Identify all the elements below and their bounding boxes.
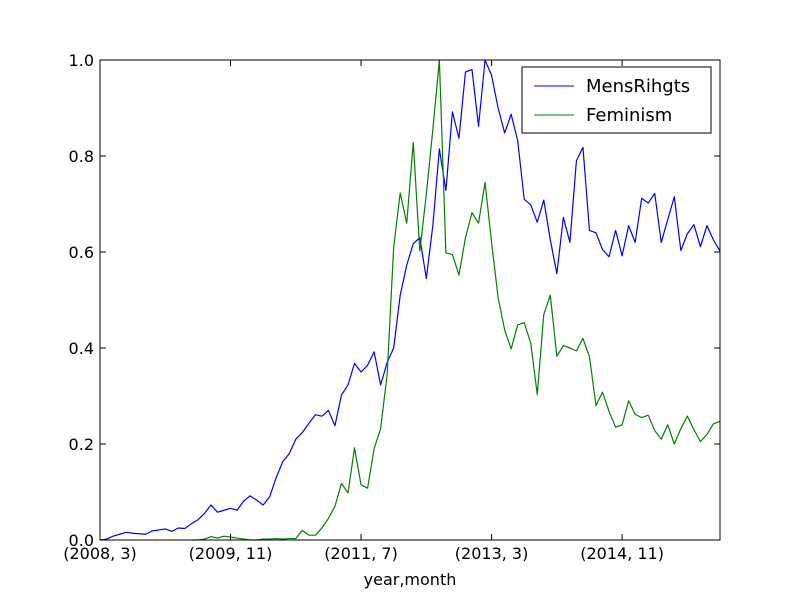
x-tick-label: (2013, 3) bbox=[455, 544, 529, 563]
y-axis: 0.0 0.2 0.4 0.6 0.8 1.0 bbox=[69, 51, 720, 550]
plot-frame bbox=[99, 59, 721, 541]
y-tick-label: 0.8 bbox=[69, 147, 94, 166]
y-tick-label: 0.4 bbox=[69, 339, 94, 358]
legend: MensRihgts Feminism bbox=[521, 66, 712, 134]
series-line-mensrihgts bbox=[99, 59, 721, 541]
x-axis: (2008, 3) (2009, 11) (2011, 7) (2013, 3) (20… bbox=[63, 60, 664, 563]
x-axis-label: year,month bbox=[364, 570, 457, 589]
x-tick-label: (2008, 3) bbox=[63, 544, 137, 563]
legend-box bbox=[521, 66, 712, 134]
x-tick-label: (2009, 11) bbox=[189, 544, 273, 563]
y-tick-label: 0.2 bbox=[69, 435, 94, 454]
series-layer bbox=[99, 59, 721, 541]
legend-label-feminism: Feminism bbox=[586, 105, 672, 126]
x-tick-label: (2011, 7) bbox=[324, 544, 398, 563]
y-tick-label: 0.0 bbox=[69, 531, 94, 550]
y-tick-label: 0.6 bbox=[69, 243, 94, 262]
x-tick-label: (2014, 11) bbox=[580, 544, 664, 563]
series-line-feminism bbox=[191, 59, 721, 541]
y-tick-label: 1.0 bbox=[69, 51, 94, 70]
legend-label-mensrihgts: MensRihgts bbox=[586, 76, 690, 97]
